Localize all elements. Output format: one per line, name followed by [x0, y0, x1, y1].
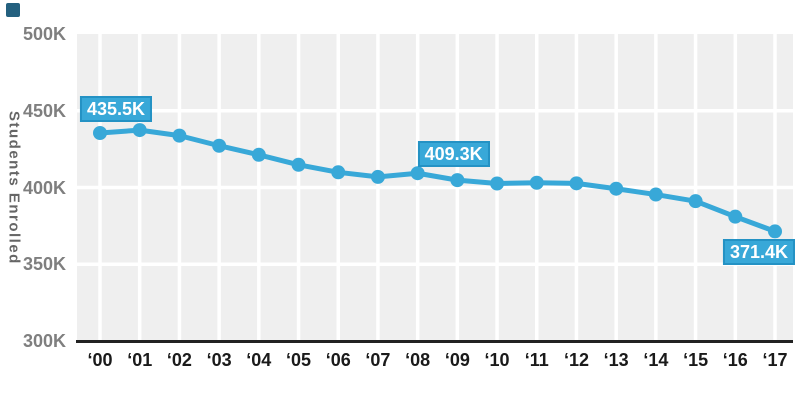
data-point-10 — [490, 176, 505, 191]
data-point-5 — [291, 157, 306, 172]
y-tick-label-500K: 500K — [22, 24, 66, 44]
y-tick-label-400K: 400K — [22, 177, 66, 198]
x-tick-label-15: ‘15 — [683, 350, 709, 370]
x-tick-label-10: ‘10 — [484, 350, 510, 370]
x-tick-label-4: ‘04 — [246, 350, 272, 370]
data-point-1 — [132, 123, 147, 138]
x-tick-label-0: ‘00 — [87, 350, 113, 370]
x-tick-label-12: ‘12 — [563, 350, 589, 370]
x-tick-label-11: ‘11 — [524, 350, 549, 370]
data-point-8 — [410, 166, 425, 181]
data-point-0 — [93, 126, 107, 141]
x-tick-label-7: ‘07 — [365, 350, 391, 370]
x-tick-label-6: ‘06 — [325, 350, 351, 370]
data-point-7 — [370, 169, 385, 184]
data-point-4 — [251, 147, 266, 162]
data-point-16 — [728, 209, 743, 224]
value-callout-409.3K: 409.3K — [417, 141, 490, 168]
x-tick-label-3: ‘03 — [206, 350, 232, 370]
y-axis-title: Students Enrolled — [5, 110, 23, 265]
data-point-3 — [212, 138, 227, 153]
x-tick-label-2: ‘02 — [166, 350, 192, 370]
x-tick-label-1: ‘01 — [127, 350, 153, 370]
y-tick-label-350K: 350K — [22, 254, 66, 275]
value-callout-435.5K: 435.5K — [79, 96, 153, 122]
data-point-2 — [172, 128, 187, 143]
data-point-12 — [569, 176, 584, 191]
data-point-14 — [648, 187, 663, 202]
x-tick-label-9: ‘09 — [444, 350, 470, 370]
y-tick-label-300K: 300K — [22, 331, 66, 351]
x-tick-label-16: ‘16 — [722, 350, 748, 370]
x-tick-label-8: ‘08 — [405, 350, 431, 370]
x-tick-label-17: ‘17 — [762, 350, 788, 370]
data-point-9 — [450, 173, 465, 188]
data-point-17 — [768, 224, 782, 239]
logo-mark — [6, 3, 20, 17]
x-tick-label-13: ‘13 — [603, 350, 629, 370]
data-point-6 — [331, 165, 346, 180]
x-tick-label-5: ‘05 — [286, 350, 312, 370]
y-tick-label-450K: 450K — [22, 100, 66, 121]
x-tick-label-14: ‘14 — [643, 350, 669, 370]
data-point-13 — [609, 181, 624, 196]
data-point-15 — [688, 194, 703, 209]
data-point-11 — [529, 175, 544, 190]
value-callout-371.4K: 371.4K — [722, 239, 796, 266]
